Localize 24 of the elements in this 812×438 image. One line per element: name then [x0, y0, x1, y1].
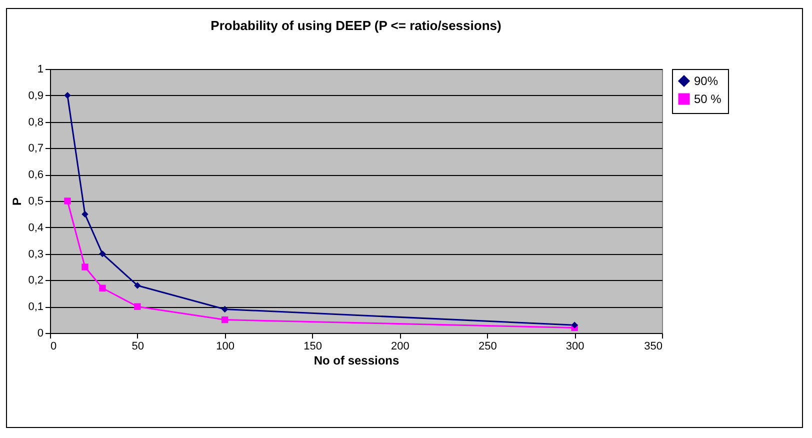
- y-tick-label: 0,8: [28, 116, 44, 128]
- x-tick-label: 300: [566, 340, 584, 352]
- legend-label: 90%: [694, 74, 718, 88]
- x-tick-label: 50: [132, 340, 144, 352]
- y-tick-label: 0,2: [28, 274, 44, 287]
- x-tick-label: 150: [304, 340, 322, 352]
- x-tick-label: 250: [478, 340, 497, 352]
- x-tick-label: 0: [50, 340, 57, 352]
- y-tick-label: 0,6: [28, 169, 44, 182]
- y-tick-label: 0,5: [28, 196, 44, 208]
- y-tick-label: 0: [37, 328, 44, 340]
- chart-title: Probability of using DEEP (P <= ratio/sessions): [210, 18, 502, 33]
- y-tick-label: 0,9: [28, 90, 44, 102]
- x-tick-label: 350: [644, 340, 662, 352]
- x-tick-label: 100: [216, 340, 235, 352]
- legend-label: 50 %: [694, 92, 722, 106]
- y-tick-label: 0,7: [28, 142, 44, 155]
- y-tick-label: 0,1: [28, 301, 44, 314]
- x-tick-label: 200: [391, 340, 410, 352]
- y-tick-label: 0,4: [28, 222, 44, 234]
- y-tick-label: 1: [37, 64, 44, 76]
- y-tick-label: 0,3: [28, 248, 44, 260]
- x-axis-title: No of sessions: [314, 354, 400, 368]
- y-axis-title: P: [10, 197, 24, 206]
